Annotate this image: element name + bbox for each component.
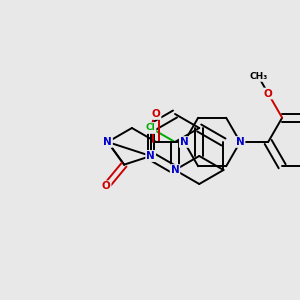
Text: CH₃: CH₃: [249, 72, 268, 81]
Text: O: O: [102, 181, 111, 191]
Text: N: N: [146, 151, 155, 161]
Text: N: N: [146, 151, 155, 161]
Text: N: N: [180, 137, 188, 147]
Text: N: N: [146, 123, 155, 133]
Text: N: N: [103, 137, 112, 147]
Text: Cl: Cl: [146, 124, 156, 133]
Text: O: O: [152, 109, 161, 119]
Text: N: N: [171, 165, 179, 175]
Text: N: N: [236, 137, 244, 147]
Text: O: O: [264, 88, 272, 98]
